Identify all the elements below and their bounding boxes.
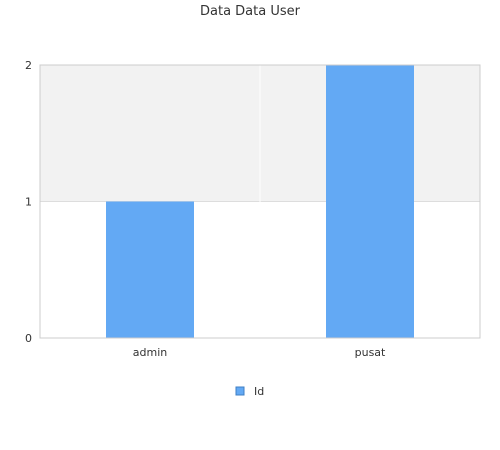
axes (39, 64, 481, 339)
legend-swatch-id (235, 386, 245, 396)
bars (106, 65, 414, 338)
x-tick-label-admin: admin (133, 346, 167, 359)
plot-border (39, 64, 481, 339)
legend-label-id: Id (254, 385, 264, 398)
bar-pusat[interactable] (326, 65, 414, 338)
x-tick-label-pusat: pusat (355, 346, 386, 359)
y-tick-label-0: 0 (25, 332, 32, 345)
chart-title: Data Data User (200, 4, 301, 19)
y-tick-labels: 0 1 2 (25, 59, 32, 345)
y-tick-label-2: 2 (25, 59, 32, 72)
bar-admin[interactable] (106, 201, 194, 339)
x-tick-labels: admin pusat (133, 346, 386, 359)
legend[interactable]: Id (235, 385, 264, 398)
y-tick-label-1: 1 (25, 196, 32, 209)
